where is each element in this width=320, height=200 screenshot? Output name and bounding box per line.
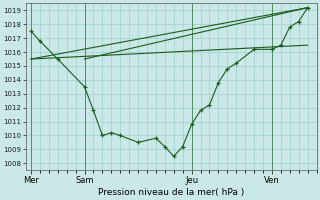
X-axis label: Pression niveau de la mer( hPa ): Pression niveau de la mer( hPa ) [98, 188, 244, 197]
